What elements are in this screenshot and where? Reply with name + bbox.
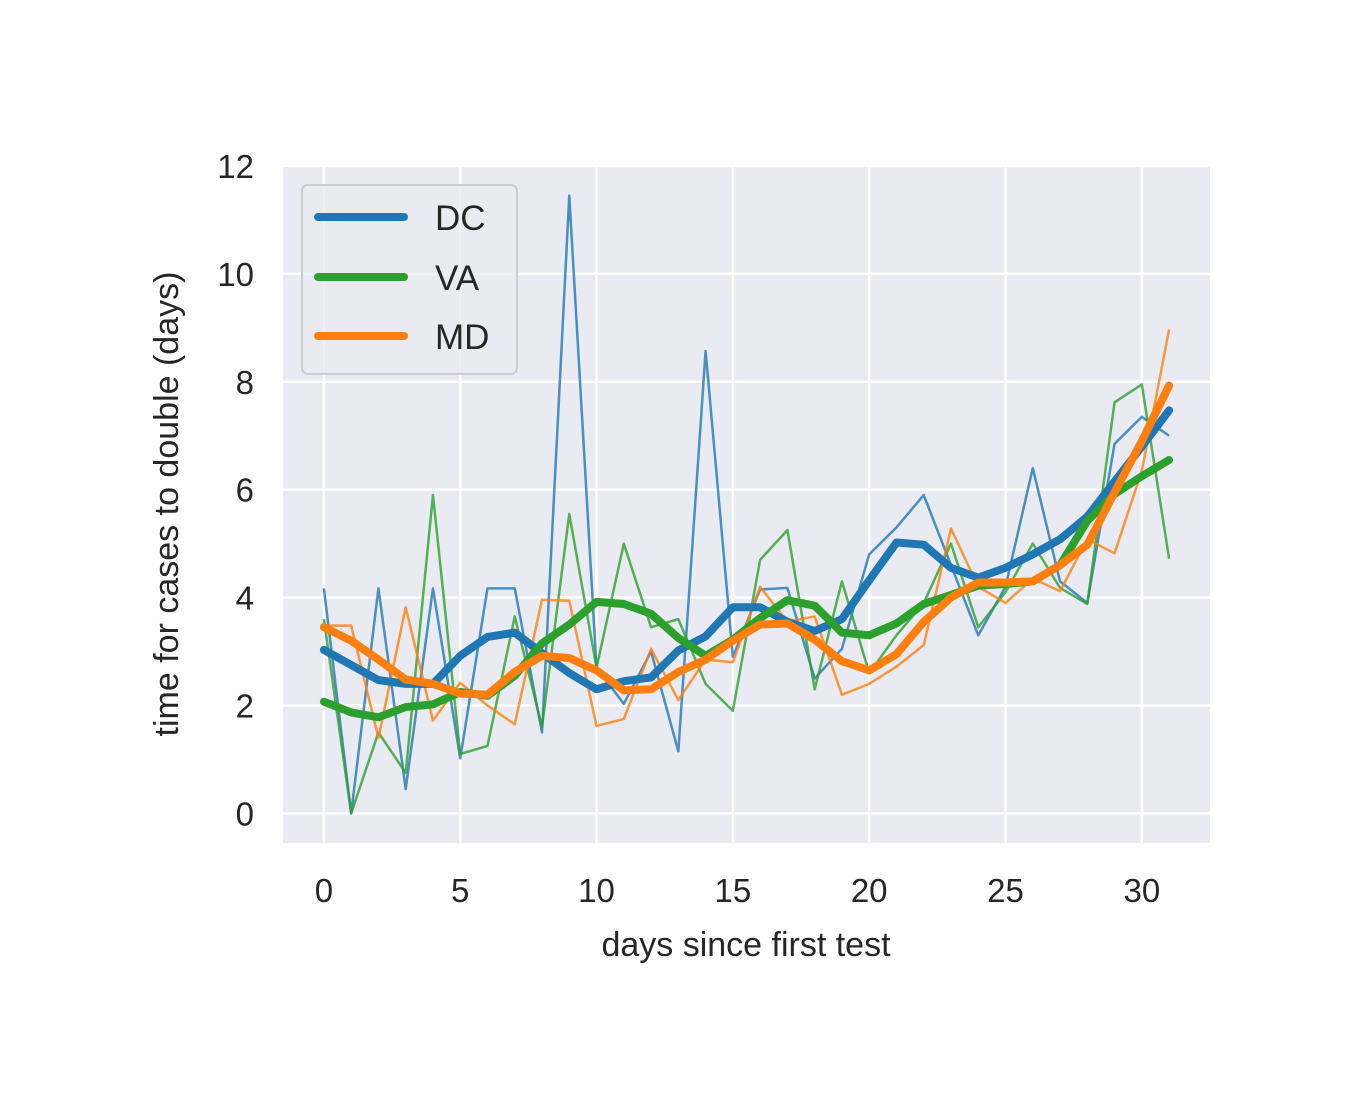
y-tick-label-8: 8 [236, 364, 254, 401]
x-tick-label-30: 30 [1123, 872, 1160, 909]
legend: DC VA MD [301, 184, 518, 375]
smoothed-series-lines [319, 381, 1174, 722]
legend-box [301, 184, 518, 375]
x-tick-label-0: 0 [315, 872, 333, 909]
legend-label-va: VA [435, 259, 480, 298]
x-tick-label-5: 5 [451, 872, 469, 909]
y-tick-label-2: 2 [236, 687, 254, 724]
x-tick-label-15: 15 [715, 872, 752, 909]
x-tick-label-10: 10 [578, 872, 615, 909]
y-tick-label-12: 12 [217, 148, 254, 185]
x-tick-label-25: 25 [987, 872, 1024, 909]
smoothed-line-dc [319, 406, 1174, 694]
y-tick-label-6: 6 [236, 472, 254, 509]
x-axis-label: days since first test [601, 926, 891, 964]
y-tick-label-10: 10 [217, 256, 254, 293]
legend-label-dc: DC [435, 199, 486, 238]
tick-labels: 0 5 10 15 20 25 30 0 2 4 6 8 10 12 [217, 148, 1160, 909]
x-tick-label-20: 20 [851, 872, 888, 909]
y-axis-label: time for cases to double (days) [148, 272, 186, 737]
smoothed-line-md [319, 381, 1174, 699]
legend-label-md: MD [435, 318, 489, 357]
y-tick-label-0: 0 [236, 795, 254, 832]
y-tick-label-4: 4 [236, 580, 254, 617]
